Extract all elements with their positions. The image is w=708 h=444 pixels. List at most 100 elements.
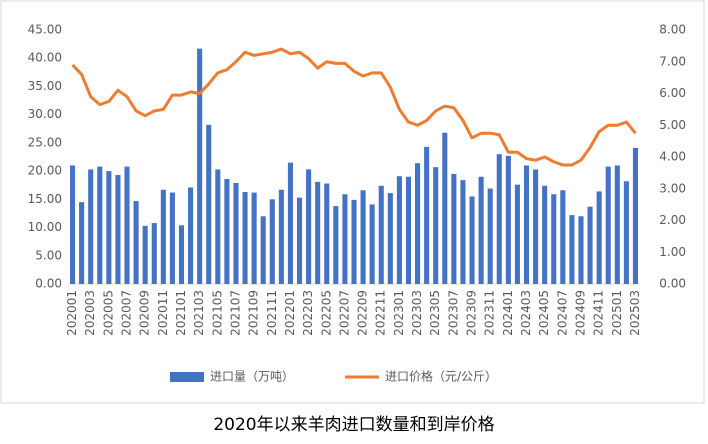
x-tick-label: 202309	[465, 290, 479, 336]
bar	[533, 169, 539, 284]
bar	[315, 181, 321, 284]
bar	[224, 179, 230, 284]
legend-label: 进口量（万吨）	[210, 370, 294, 384]
bar	[505, 155, 511, 284]
bar	[405, 176, 412, 284]
x-tick-label: 202401	[501, 290, 515, 336]
bar	[569, 215, 575, 284]
bar	[369, 204, 375, 284]
y2-tick-label: 1.00	[659, 245, 686, 259]
x-tick-label: 202103	[192, 290, 206, 336]
bar	[278, 189, 284, 284]
x-tick-label: 202211	[374, 290, 388, 336]
x-tick-label: 202001	[65, 290, 79, 336]
bar	[578, 216, 584, 284]
bar	[342, 194, 348, 284]
bar	[188, 187, 194, 284]
x-tick-label: 202411	[592, 290, 606, 336]
bar	[169, 192, 175, 284]
x-tick-label: 202011	[156, 290, 170, 336]
x-tick-label: 202503	[628, 290, 642, 336]
bar	[79, 202, 85, 284]
x-tick-label: 202305	[428, 290, 442, 336]
bar	[333, 206, 339, 284]
x-tick-label: 202003	[83, 290, 97, 336]
y2-tick-label: 0.00	[659, 277, 686, 291]
x-tick-label: 202009	[138, 290, 152, 336]
legend-swatch	[170, 372, 204, 382]
bar	[623, 181, 629, 284]
legend-label: 进口价格（元/公斤）	[385, 369, 497, 384]
bar	[124, 166, 130, 284]
x-tick-label: 202301	[392, 290, 406, 336]
bar	[106, 171, 112, 284]
bar	[415, 163, 421, 284]
bar	[560, 190, 566, 284]
y-tick-label: 15.00	[28, 192, 62, 206]
bar	[614, 165, 620, 284]
bar	[206, 124, 212, 285]
y-tick-label: 30.00	[28, 107, 62, 121]
bar	[88, 169, 94, 284]
x-tick-label: 202409	[573, 290, 587, 336]
bar	[324, 183, 330, 284]
y-tick-label: 35.00	[28, 79, 62, 93]
bar	[596, 191, 602, 284]
y-tick-label: 40.00	[28, 51, 62, 65]
bar	[632, 147, 639, 284]
x-tick-label: 202203	[301, 290, 315, 336]
x-tick-label: 202105	[210, 290, 224, 336]
y2-tick-label: 7.00	[659, 54, 686, 68]
bar	[142, 225, 148, 284]
bar	[605, 166, 611, 284]
x-tick-label: 202005	[101, 290, 115, 336]
y2-tick-label: 6.00	[659, 86, 686, 100]
y2-tick-label: 2.00	[659, 213, 686, 227]
bar	[487, 188, 493, 284]
x-tick-label: 202407	[555, 290, 569, 336]
bar	[296, 197, 303, 284]
bar	[69, 165, 76, 284]
x-tick-label: 202307	[446, 290, 460, 336]
bar	[233, 182, 239, 284]
x-tick-label: 202311	[483, 290, 497, 336]
bar	[523, 165, 530, 284]
bar	[433, 167, 439, 284]
bar	[260, 216, 266, 284]
bar	[460, 180, 466, 284]
x-tick-label: 202007	[120, 290, 134, 336]
bar	[115, 175, 121, 284]
y2-tick-label: 3.00	[659, 181, 686, 195]
x-tick-label: 202111	[265, 290, 279, 336]
bar	[197, 48, 203, 285]
y-tick-label: 45.00	[28, 23, 62, 37]
bar	[442, 132, 448, 284]
bar	[551, 194, 557, 284]
x-tick-label: 202201	[283, 290, 297, 336]
bar	[160, 189, 166, 284]
x-tick-label: 202209	[356, 290, 370, 336]
bar	[215, 169, 221, 284]
bar	[396, 176, 402, 284]
bar	[378, 185, 384, 284]
y-tick-label: 5.00	[35, 248, 62, 262]
y-tick-label: 25.00	[28, 135, 62, 149]
bar	[351, 199, 357, 284]
bar	[587, 206, 593, 284]
x-tick-label: 202303	[410, 290, 424, 336]
bar	[542, 185, 548, 284]
bar	[424, 146, 430, 284]
price-line	[71, 47, 637, 167]
x-tick-label: 202501	[610, 290, 624, 336]
x-tick-label: 202101	[174, 290, 188, 336]
bar	[469, 196, 475, 284]
x-tick-label: 202405	[537, 290, 551, 336]
y-tick-label: 20.00	[28, 164, 62, 178]
x-tick-label: 202207	[337, 290, 351, 336]
bar	[287, 162, 293, 284]
bar	[242, 191, 248, 284]
bar	[496, 154, 502, 284]
bar	[269, 199, 275, 284]
y2-tick-label: 8.00	[659, 23, 686, 37]
